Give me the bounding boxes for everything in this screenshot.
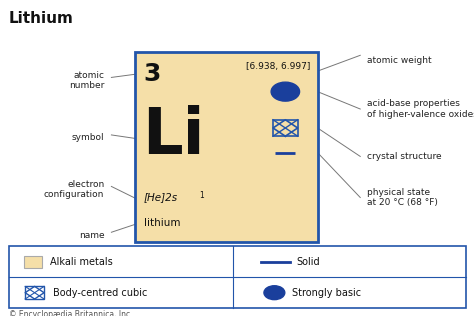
Text: © Encyclopædia Britannica, Inc.: © Encyclopædia Britannica, Inc.: [9, 310, 132, 316]
Text: electron
configuration: electron configuration: [44, 180, 104, 199]
Text: 1: 1: [199, 191, 204, 200]
Text: acid-base properties
of higher-valence oxides: acid-base properties of higher-valence o…: [367, 99, 474, 119]
Text: atomic
number: atomic number: [69, 71, 104, 90]
Text: [He]2s: [He]2s: [144, 192, 178, 202]
Bar: [9, 246, 466, 308]
Text: Alkali metals: Alkali metals: [50, 257, 113, 267]
Circle shape: [264, 286, 285, 300]
Bar: [24, 256, 42, 268]
Text: Strongly basic: Strongly basic: [292, 288, 362, 298]
Text: lithium: lithium: [144, 217, 180, 228]
Circle shape: [271, 82, 300, 101]
Bar: [135, 52, 318, 242]
Bar: [273, 120, 298, 136]
Bar: [25, 286, 44, 299]
Text: crystal structure: crystal structure: [367, 152, 442, 161]
Text: Solid: Solid: [297, 257, 320, 267]
Text: symbol: symbol: [72, 133, 104, 142]
Text: Li: Li: [142, 105, 205, 167]
Text: Body-centred cubic: Body-centred cubic: [53, 288, 147, 298]
Text: atomic weight: atomic weight: [367, 56, 432, 64]
Text: physical state
at 20 °C (68 °F): physical state at 20 °C (68 °F): [367, 188, 438, 207]
Text: name: name: [79, 231, 104, 240]
Text: [6.938, 6.997]: [6.938, 6.997]: [246, 62, 310, 70]
Text: Lithium: Lithium: [9, 11, 73, 26]
Text: 3: 3: [144, 62, 161, 86]
